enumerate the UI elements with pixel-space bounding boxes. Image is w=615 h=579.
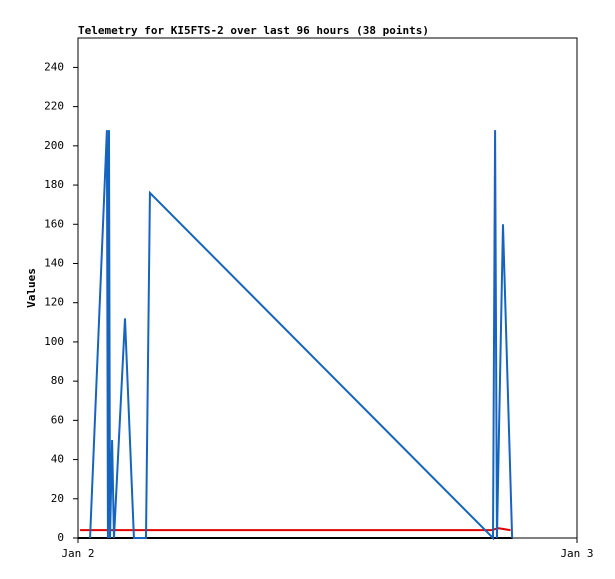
y-tick-label: 0 <box>57 531 64 544</box>
y-tick-label: 160 <box>44 217 64 230</box>
x-tick-label: Jan 2 <box>61 547 94 560</box>
y-tick-label: 200 <box>44 139 64 152</box>
chart-title: Telemetry for KI5FTS-2 over last 96 hour… <box>78 24 429 37</box>
y-tick-label: 60 <box>51 413 64 426</box>
y-tick-label: 40 <box>51 453 64 466</box>
y-axis-label: Values <box>25 268 38 308</box>
x-tick-label: Jan 3 <box>560 547 593 560</box>
series-line <box>89 130 514 541</box>
y-tick-label: 240 <box>44 60 64 73</box>
y-tick-label: 220 <box>44 100 64 113</box>
y-tick-label: 120 <box>44 296 64 309</box>
series-line <box>80 527 511 532</box>
y-tick-label: 100 <box>44 335 64 348</box>
y-tick-label: 140 <box>44 256 64 269</box>
y-tick-label: 20 <box>51 492 64 505</box>
y-tick-label: 80 <box>51 374 64 387</box>
y-tick-label: 180 <box>44 178 64 191</box>
